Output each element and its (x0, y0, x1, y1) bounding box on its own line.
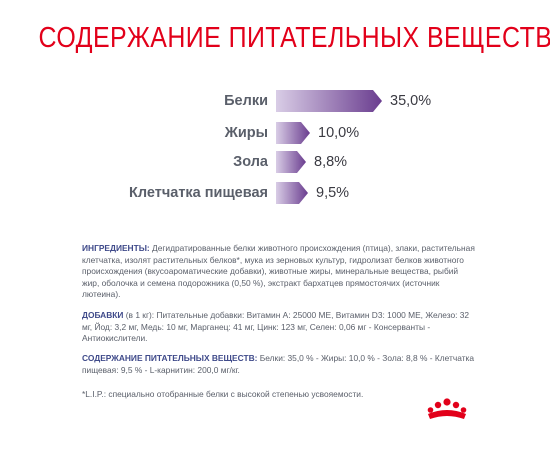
additives-heading: ДОБАВКИ (82, 310, 124, 320)
additives-body: (в 1 кг): Питательные добавки: Витамин A… (82, 310, 470, 344)
nutrient-bars: Белки 35,0% Жиры 10,0% Зола 8,8% Клетчат… (0, 88, 550, 208)
nutrient-bar-arrow (276, 122, 310, 144)
nutrient-bar (276, 151, 306, 173)
analysis-text: СОДЕРЖАНИЕ ПИТАТЕЛЬНЫХ ВЕЩЕСТВ: Белки: 3… (82, 353, 477, 376)
nutrient-bar-arrow (276, 182, 308, 204)
nutrient-label: Жиры (224, 125, 268, 141)
analysis-heading: СОДЕРЖАНИЕ ПИТАТЕЛЬНЫХ ВЕЩЕСТВ: (82, 353, 258, 363)
nutrient-bar (276, 122, 310, 144)
royal-canin-crown-icon (425, 397, 469, 423)
ingredients-heading: ИНГРЕДИЕНТЫ: (82, 243, 150, 253)
nutrient-bar (276, 182, 308, 204)
footnote: *L.I.P.: специально отобранные белки с в… (82, 389, 364, 399)
nutrient-value: 9,5% (316, 185, 350, 201)
page-title: СОДЕРЖАНИЕ ПИТАТЕЛЬНЫХ ВЕЩЕСТВ (38, 22, 550, 54)
nutrient-value: 8,8% (314, 154, 348, 170)
nutrient-value: 10,0% (318, 125, 360, 141)
nutrient-label: Белки (224, 93, 268, 109)
analysis-body: Белки: 35,0 % - Жиры: 10,0 % - Зола: 8,8… (82, 353, 475, 375)
ingredients-body: Дегидратированные белки животного происх… (82, 243, 475, 300)
additives-text: ДОБАВКИ (в 1 кг): Питательные добавки: В… (82, 310, 477, 345)
nutrient-value: 35,0% (390, 93, 432, 109)
nutrient-label: Клетчатка пищевая (129, 185, 268, 201)
ingredients-text: ИНГРЕДИЕНТЫ: Дегидратированные белки жив… (82, 243, 477, 301)
nutrient-label: Зола (233, 154, 268, 170)
nutrient-bar-arrow (276, 90, 382, 112)
nutrient-bar (276, 90, 382, 112)
nutrient-bar-arrow (276, 151, 306, 173)
